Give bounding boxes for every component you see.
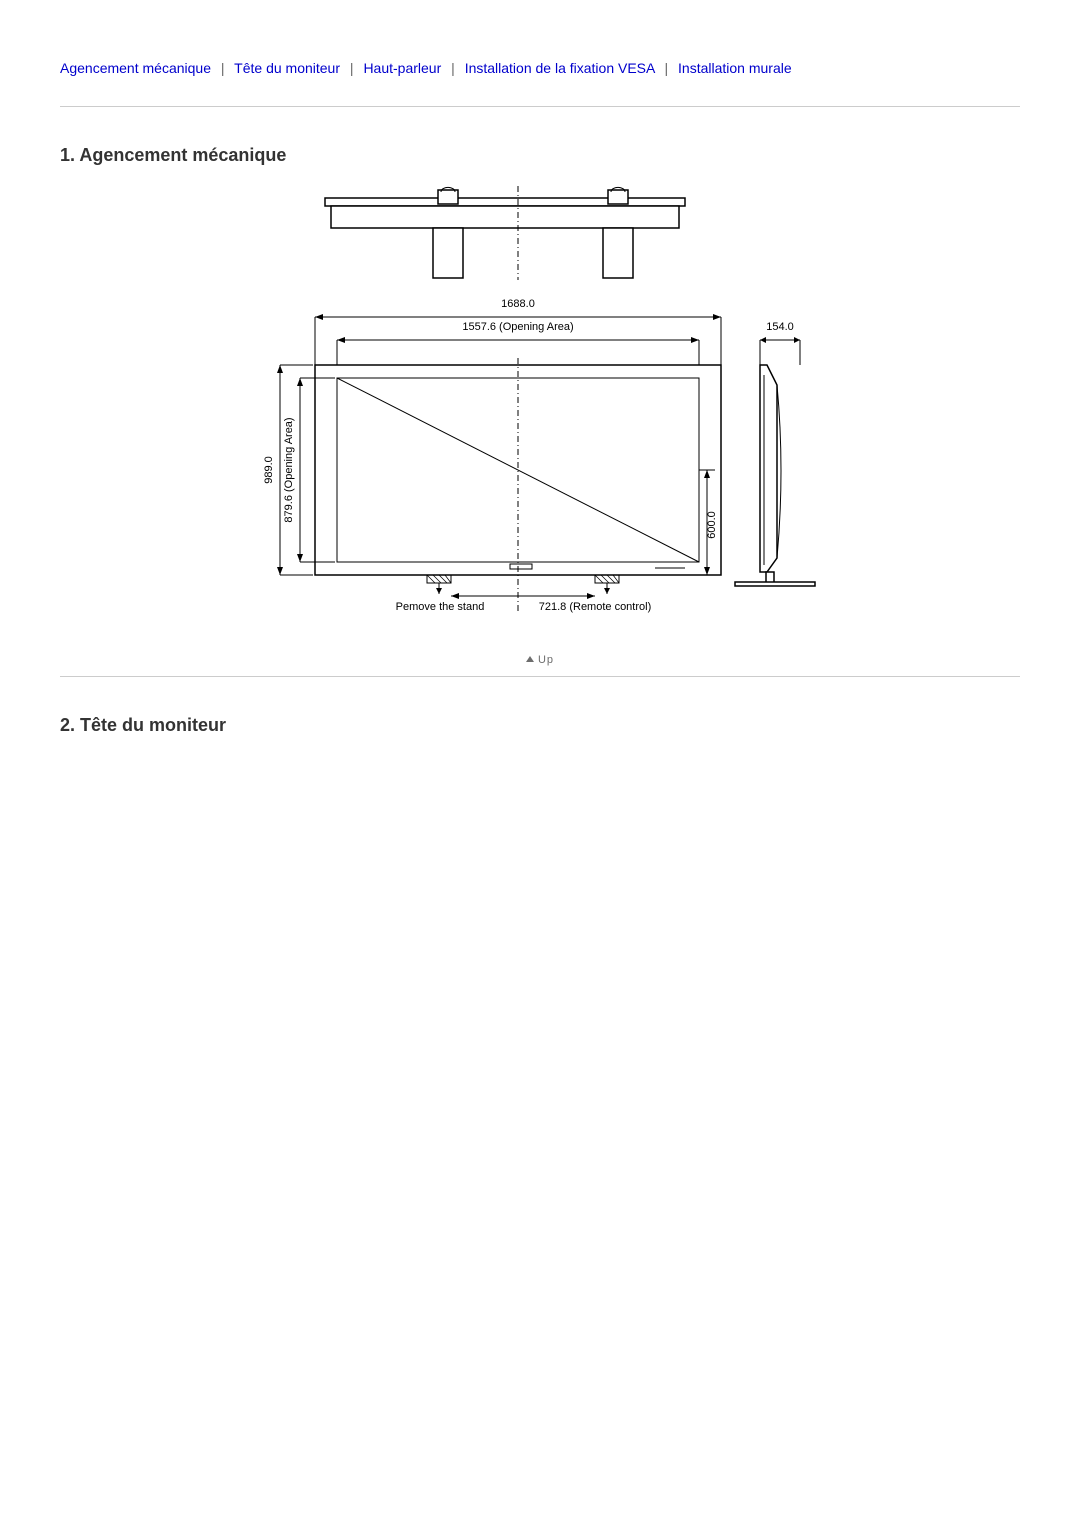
nav-separator: |	[221, 60, 225, 76]
nav-link-vesa[interactable]: Installation de la fixation VESA	[465, 60, 655, 76]
nav-link-agencement[interactable]: Agencement mécanique	[60, 60, 211, 76]
dim-remote-width: 721.8 (Remote control)	[539, 601, 652, 613]
nav-link-tete[interactable]: Tête du moniteur	[234, 60, 340, 76]
up-link[interactable]: Up	[526, 654, 554, 666]
anchor-nav: Agencement mécanique | Tête du moniteur …	[60, 60, 1020, 76]
nav-separator: |	[451, 60, 455, 76]
dim-height-opening: 879.6 (Opening Area)	[283, 417, 295, 522]
dim-opening-width: 1557.6 (Opening Area)	[462, 321, 573, 333]
label-remove-stand: Pemove the stand	[396, 601, 485, 613]
nav-link-murale[interactable]: Installation murale	[678, 60, 792, 76]
section-2-title: 2. Tête du moniteur	[60, 715, 1020, 736]
nav-separator: |	[350, 60, 354, 76]
nav-separator: |	[664, 60, 668, 76]
nav-link-haut-parleur[interactable]: Haut-parleur	[363, 60, 441, 76]
section-1-title: 1. Agencement mécanique	[60, 145, 1020, 166]
horizontal-rule	[60, 106, 1020, 107]
dim-height-full: 989.0	[263, 456, 275, 484]
mechanical-layout-diagram: 1688.0 1557.6 (Opening Area) 154.0	[255, 180, 825, 640]
up-triangle-icon	[526, 656, 534, 662]
document-page: Agencement mécanique | Tête du moniteur …	[0, 0, 1080, 1528]
dim-side-depth: 154.0	[766, 321, 794, 333]
dim-top-width: 1688.0	[501, 298, 535, 310]
horizontal-rule	[60, 676, 1020, 677]
dim-center-to-base: 600.0	[706, 511, 718, 539]
diagram-container: 1688.0 1557.6 (Opening Area) 154.0	[60, 180, 1020, 677]
up-label: Up	[538, 654, 554, 666]
